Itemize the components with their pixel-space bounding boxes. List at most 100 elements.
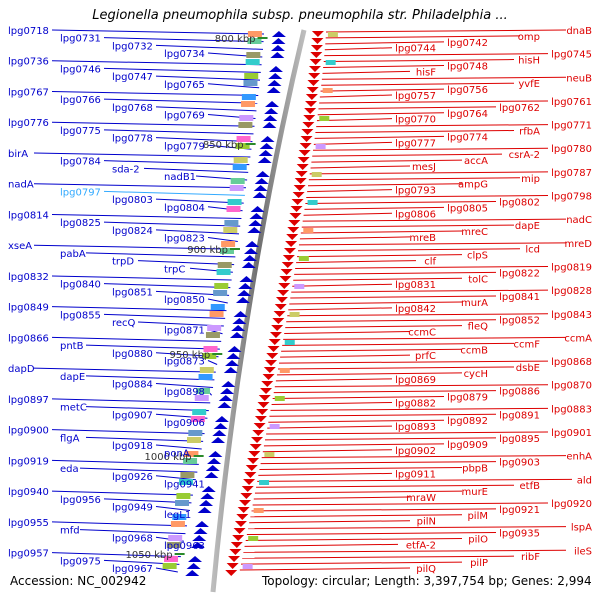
reverse-gene-label: pbpB [462,463,488,474]
reverse-gene-label: nadC [566,215,592,226]
reverse-gene-label: lpg0805 [447,203,488,214]
forward-gene-arrow [239,276,254,282]
reverse-gene-label: lpg0909 [447,440,488,451]
feature-block [172,514,187,520]
forward-gene-label: sda-2 [112,164,140,175]
feature-block [279,368,290,373]
reverse-gene-arrow [290,206,303,212]
feature-block [162,563,177,569]
forward-gene-arrow [265,101,280,107]
reverse-gene-label: ald [577,475,592,486]
reverse-gene-arrow [311,38,324,44]
reverse-gene-arrow [239,500,252,506]
reverse-gene-label: lpg0892 [447,416,488,427]
feature-block [232,164,247,170]
label-connector [283,336,567,340]
reverse-gene-arrow [309,59,322,65]
forward-gene-arrow [207,458,222,464]
forward-gene-arrow [267,80,282,86]
feature-block [166,542,181,548]
forward-gene-label: ponA [164,449,190,460]
feature-block [322,88,333,93]
reverse-gene-label: lpg0882 [395,398,436,409]
forward-gene-arrow [235,297,250,303]
reverse-gene-label: lpg0777 [395,138,436,149]
label-connector [273,390,497,394]
feature-block [238,122,253,128]
label-connector [325,41,445,45]
label-connector [85,436,204,442]
label-connector [323,59,515,63]
forward-gene-label: lpg0824 [112,226,153,237]
feature-block [247,38,262,44]
forward-gene-arrow [259,143,274,149]
reverse-gene-label: pilQ [416,564,436,575]
label-connector [268,419,445,423]
label-connector [311,159,463,163]
label-connector [51,459,199,465]
forward-gene-label: lpg0769 [164,111,205,122]
reverse-gene-arrow [247,458,260,464]
reverse-gene-label: lpg0780 [551,144,592,155]
feature-block [194,395,209,401]
forward-gene-arrow [268,73,283,79]
scale-mark-label: 800 kbp [215,34,256,45]
label-connector [51,60,262,66]
forward-gene-label: lpg0765 [164,80,205,91]
label-connector [271,401,393,405]
forward-gene-label: lpg0736 [8,57,49,68]
reverse-gene-arrow [236,514,249,520]
forward-gene-arrow [204,472,219,478]
reverse-gene-arrow [287,227,300,233]
reverse-gene-label: lpg0903 [499,458,540,469]
reverse-gene-label: hisF [416,67,436,78]
label-connector [248,526,567,530]
reverse-gene-arrow [268,339,281,345]
forward-gene-arrow [242,255,257,261]
forward-gene-arrow [194,521,209,527]
reverse-gene-arrow [308,73,321,79]
reverse-gene-label: lpg0841 [499,292,540,303]
label-connector [51,336,222,342]
reverse-gene-arrow [245,465,258,471]
forward-gene-arrow [232,318,247,324]
reverse-gene-label: lpg0921 [499,505,540,516]
reverse-gene-label: lpg0774 [447,132,488,143]
label-connector [51,90,259,96]
label-connector [51,429,205,435]
label-connector [250,514,463,518]
reverse-gene-label: mreD [565,239,593,250]
feature-block [213,290,228,296]
reverse-gene-label: fleQ [468,322,488,333]
reverse-gene-label: lpg0798 [551,192,592,203]
label-connector [280,354,411,358]
forward-gene-arrow [190,542,205,548]
reverse-gene-arrow [299,143,312,149]
feature-block [219,248,234,254]
feature-block [221,241,236,247]
label-connector [103,221,241,227]
reverse-gene-arrow [291,199,304,205]
label-connector [256,484,515,488]
forward-gene-label: lpg0732 [112,41,153,52]
feature-block [233,157,248,163]
reverse-gene-label: dapE [515,221,540,232]
feature-block [315,144,326,149]
label-connector [252,502,549,506]
forward-gene-label: lpg0855 [60,310,101,321]
reverse-gene-label: ccmB [460,345,488,356]
feature-block [239,115,254,121]
reverse-gene-arrow [266,353,279,359]
label-connector [258,472,393,476]
label-connector [51,29,265,35]
reverse-gene-label: enhA [566,452,592,463]
label-connector [33,367,216,373]
label-connector [249,520,411,524]
feature-block [209,311,224,317]
reverse-gene-arrow [297,157,310,163]
forward-gene-label: lpg0975 [60,556,101,567]
label-connector [324,53,549,57]
reverse-gene-arrow [275,297,288,303]
label-connector [239,567,411,571]
reverse-gene-arrow [265,360,278,366]
